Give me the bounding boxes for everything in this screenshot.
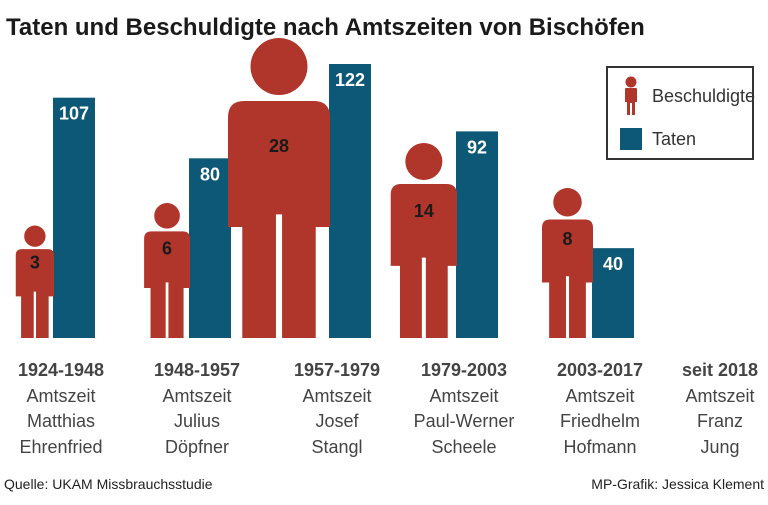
category-amtszeit-label: Amtszeit <box>162 386 231 406</box>
bar-taten-1957-1979 <box>329 64 371 338</box>
category-period-label: 1979-2003 <box>421 360 507 380</box>
square-icon <box>620 128 642 150</box>
category-firstname-label: Josef <box>315 411 359 431</box>
category-lastname-label: Scheele <box>431 437 496 457</box>
category-lastname-label: Hofmann <box>563 437 636 457</box>
bar-taten-2003-2017 <box>592 248 634 338</box>
person-beschuldigte-2003-2017 <box>542 188 593 338</box>
chart-title: Taten und Beschuldigte nach Amtszeiten v… <box>6 14 645 41</box>
value-label-beschuldigte: 6 <box>162 238 172 258</box>
legend-item-taten: Taten <box>620 128 696 150</box>
value-label-beschuldigte: 3 <box>30 252 40 272</box>
legend: Beschuldigte Taten <box>606 66 755 160</box>
person-beschuldigte-1979-2003 <box>390 143 457 338</box>
category-amtszeit-label: Amtszeit <box>685 386 754 406</box>
category-firstname-label: Franz <box>697 411 743 431</box>
category-period-label: 1957-1979 <box>294 360 380 380</box>
value-label-taten: 122 <box>335 70 365 90</box>
category-firstname-label: Julius <box>174 411 220 431</box>
person-beschuldigte-1957-1979 <box>228 38 330 338</box>
legend-item-beschuldigte: Beschuldigte <box>620 76 755 116</box>
category-amtszeit-label: Amtszeit <box>26 386 95 406</box>
category-firstname-label: Matthias <box>27 411 95 431</box>
value-label-taten: 40 <box>603 254 623 274</box>
category-firstname-label: Paul-Werner <box>414 411 515 431</box>
legend-label-beschuldigte: Beschuldigte <box>652 85 756 106</box>
category-amtszeit-label: Amtszeit <box>565 386 634 406</box>
category-amtszeit-label: Amtszeit <box>302 386 371 406</box>
bar-taten-1979-2003 <box>456 131 498 338</box>
category-period-label: 1924-1948 <box>18 360 104 380</box>
chart-marks: 107 3 80 6 122 28 92 14 40 8 <box>15 38 634 338</box>
value-label-beschuldigte: 28 <box>269 136 289 156</box>
bar-taten-1924-1948 <box>53 97 95 338</box>
value-label-taten: 107 <box>59 104 89 124</box>
category-labels: 1924-1948 Amtszeit Matthias Ehrenfried 1948-… <box>18 360 758 457</box>
category-lastname-label: Stangl <box>311 437 362 457</box>
category-lastname-label: Ehrenfried <box>19 437 102 457</box>
category-lastname-label: Jung <box>700 437 739 457</box>
person-beschuldigte-1948-1957 <box>144 203 190 338</box>
bar-taten-1948-1957 <box>189 158 231 338</box>
category-period-label: 2003-2017 <box>557 360 643 380</box>
value-label-beschuldigte: 14 <box>414 201 434 221</box>
value-label-taten: 80 <box>200 164 220 184</box>
person-icon <box>625 76 637 115</box>
legend-label-taten: Taten <box>652 128 697 149</box>
person-beschuldigte-1924-1948 <box>15 225 54 338</box>
value-label-beschuldigte: 8 <box>562 229 572 249</box>
category-period-label: seit 2018 <box>682 360 758 380</box>
category-firstname-label: Friedhelm <box>560 411 640 431</box>
source-note: Quelle: UKAM Missbrauchsstudie <box>4 476 213 492</box>
value-label-taten: 92 <box>467 137 487 157</box>
category-amtszeit-label: Amtszeit <box>429 386 498 406</box>
category-period-label: 1948-1957 <box>154 360 240 380</box>
credit-note: MP-Grafik: Jessica Klement <box>591 476 764 492</box>
category-lastname-label: Döpfner <box>165 437 229 457</box>
